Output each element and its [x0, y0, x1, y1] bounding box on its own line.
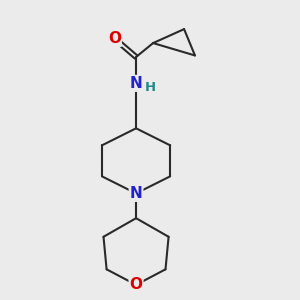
Text: O: O	[130, 277, 142, 292]
Text: H: H	[144, 81, 156, 94]
Text: N: N	[130, 186, 142, 201]
Text: N: N	[130, 76, 142, 91]
Text: O: O	[108, 31, 121, 46]
